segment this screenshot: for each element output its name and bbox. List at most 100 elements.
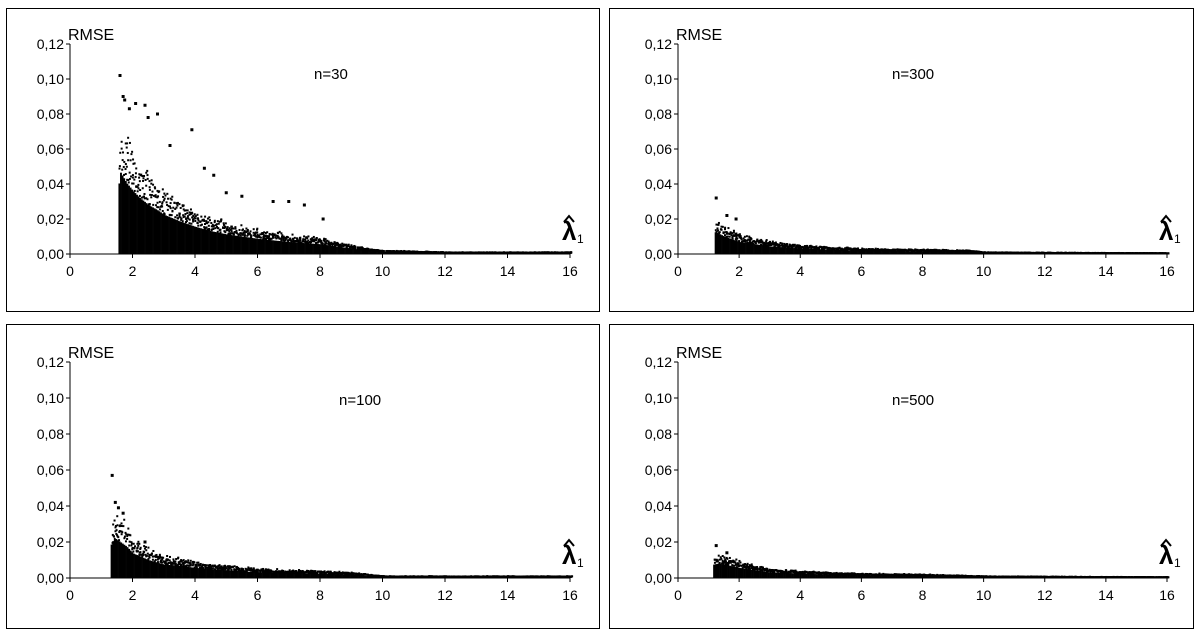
scatter-point — [206, 228, 209, 231]
scatter-point — [123, 537, 126, 540]
scatter-band — [233, 570, 236, 578]
scatter-point — [153, 555, 156, 558]
scatter-band — [377, 251, 380, 254]
scatter-point — [848, 573, 851, 576]
scatter-band — [725, 565, 728, 578]
scatter-point — [878, 572, 881, 575]
scatter-band — [269, 572, 271, 578]
scatter-point — [123, 160, 126, 163]
scatter-band — [877, 250, 880, 254]
scatter-point — [728, 556, 731, 559]
scatter-point — [827, 572, 830, 575]
scatter-point — [550, 575, 553, 578]
scatter-point — [307, 235, 310, 238]
scatter-band — [898, 251, 901, 254]
scatter-band — [754, 570, 757, 578]
scatter-point — [553, 251, 556, 254]
scatter-point — [209, 563, 212, 566]
scatter-point — [119, 151, 122, 154]
scatter-band — [382, 251, 385, 254]
scatter-band — [264, 239, 266, 254]
scatter-point — [183, 215, 186, 218]
scatter-band — [256, 238, 258, 254]
scatter-point — [237, 233, 240, 236]
scatter-band — [737, 567, 740, 578]
scatter-point — [794, 570, 797, 573]
scatter-point — [127, 178, 130, 181]
scatter-point — [329, 244, 332, 247]
scatter-point — [159, 560, 162, 563]
scatter-band — [342, 247, 345, 254]
scatter-point — [1004, 251, 1007, 254]
scatter-point — [717, 229, 720, 232]
scatter-point — [530, 251, 533, 254]
y-tick-label: 0,12 — [37, 354, 64, 370]
scatter-point — [519, 575, 522, 578]
scatter-point — [826, 246, 829, 249]
scatter-point — [205, 220, 208, 223]
scatter-point — [265, 237, 268, 240]
scatter-point — [170, 562, 173, 565]
scatter-band — [380, 251, 383, 254]
scatter-point — [851, 573, 854, 576]
scatter-point — [805, 570, 808, 573]
scatter-point — [956, 249, 959, 252]
scatter-band — [796, 573, 799, 578]
scatter-point — [146, 177, 149, 180]
scatter-point — [723, 556, 726, 559]
scatter-band — [200, 568, 203, 578]
scatter-point — [148, 188, 151, 191]
scatter-point — [734, 563, 737, 566]
scatter-point — [1132, 252, 1135, 255]
scatter-band — [163, 214, 166, 254]
scatter-band — [721, 564, 724, 578]
scatter-point — [186, 212, 189, 215]
scatter-point — [382, 250, 385, 253]
scatter-point — [111, 533, 114, 536]
scatter-band — [937, 251, 939, 254]
scatter-point — [406, 575, 409, 578]
scatter-point — [418, 251, 421, 254]
scatter-band — [922, 251, 925, 254]
scatter-point — [299, 236, 302, 239]
scatter-band — [849, 250, 851, 254]
scatter-point — [281, 235, 284, 238]
scatter-band — [142, 557, 145, 578]
scatter-point — [744, 240, 747, 243]
scatter-point — [1051, 251, 1054, 254]
scatter-point — [381, 575, 384, 578]
scatter-band — [809, 248, 811, 254]
scatter-band — [329, 573, 332, 578]
scatter-point — [167, 205, 170, 208]
scatter-point — [199, 224, 202, 227]
scatter-point — [241, 568, 244, 571]
scatter-point — [272, 236, 275, 239]
scatter-point — [302, 238, 305, 241]
scatter-band — [384, 251, 386, 254]
scatter-band — [385, 251, 388, 254]
scatter-band — [355, 574, 358, 578]
scatter-point — [751, 242, 754, 245]
scatter-point — [810, 247, 813, 250]
scatter-point — [350, 571, 353, 574]
x-tick-label: 0 — [66, 263, 74, 279]
scatter-band — [174, 565, 177, 578]
y-tick-label: 0,08 — [645, 426, 672, 442]
scatter-point — [720, 225, 723, 228]
scatter-band — [770, 246, 773, 254]
scatter-point — [442, 575, 445, 578]
scatter-point — [337, 244, 340, 247]
scatter-band — [781, 247, 784, 254]
scatter-band — [788, 573, 791, 578]
scatter-point — [766, 242, 769, 245]
scatter-point — [128, 533, 131, 536]
scatter-point — [283, 236, 286, 239]
scatter-point — [739, 561, 742, 564]
scatter-point — [234, 568, 237, 571]
scatter-point — [938, 249, 941, 252]
scatter-point — [362, 248, 365, 251]
scatter-point — [320, 570, 323, 573]
scatter-outlier-point — [202, 166, 206, 170]
scatter-point — [201, 565, 204, 568]
scatter-point — [148, 555, 151, 558]
